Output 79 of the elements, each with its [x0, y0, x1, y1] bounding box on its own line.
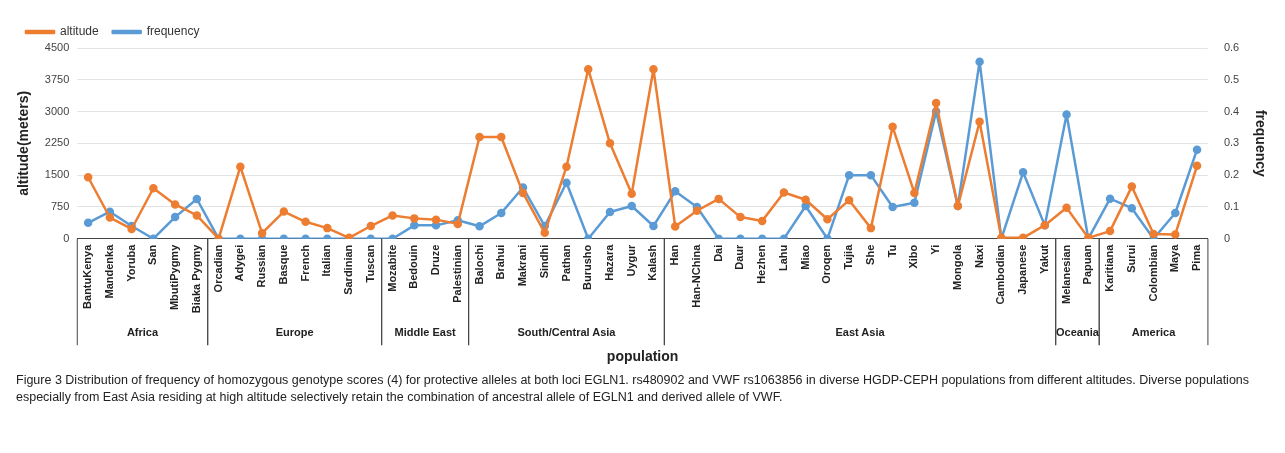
x-tick-label: Melanesian: [1059, 244, 1072, 305]
text: Europe: [275, 326, 314, 339]
text: South/Central Asia: [517, 326, 617, 339]
y-tick-label: 750: [50, 199, 70, 212]
x-tick-label: Miao: [798, 244, 811, 270]
y2-tick-label: 0.1: [1223, 199, 1240, 212]
y2-tick-label: 0.4: [1223, 104, 1240, 117]
x-tick-label: Druze: [429, 244, 442, 276]
x-tick-label: Mongola: [950, 243, 963, 290]
y2-tick-label: 0.3: [1223, 136, 1240, 149]
x-tick-label: Burusho: [581, 244, 594, 290]
x-tick-label: Lahu: [776, 244, 789, 271]
x-tick-label: Oroqen: [820, 244, 833, 284]
x-tick-label: Sindhi: [537, 244, 550, 279]
x-tick-label: Bedouin: [407, 244, 420, 289]
x-tick-label: Yi: [929, 244, 942, 255]
x-tick-label: Italian: [320, 244, 333, 277]
x-tick-label: French: [298, 244, 311, 282]
x-tick-label: Han: [668, 244, 681, 266]
x-tick-label: Yakut: [1037, 244, 1050, 275]
y-tick-label: 2250: [44, 136, 70, 149]
x-tick-label: Balochi: [472, 244, 485, 285]
x-tick-label: Daur: [733, 244, 746, 270]
x-tick-label: Basque: [276, 244, 289, 285]
x-tick-label: Uygur: [624, 244, 637, 277]
x-tick-label: Makrani: [516, 244, 529, 287]
x-tick-label: MbutiPygmy: [168, 243, 181, 311]
text: Middle East: [394, 326, 457, 339]
legend-label: frequency: [146, 24, 200, 39]
y-axis-title: altitude(meters): [15, 90, 32, 196]
x-tick-label: Yoruba: [124, 243, 137, 282]
x-tick-label: Papuan: [1081, 244, 1094, 285]
caption: Figure 3 Distribution of frequency of homozygous genotype scores (4) for protective alleles at both loci EGLN1. rs480902 and VWF rs1063856 in diverse HGDP-CEPH populations from different altitudes. Diverse populations especially from East Asia residing at high altitude selectively retain the combination of ancestral allele of EGLN1 and derived allele of VWF.: [15, 372, 1251, 406]
x-tick-label: Brahui: [494, 244, 507, 280]
y-tick-label: 3000: [44, 104, 70, 117]
x-tick-label: Sardinian: [342, 244, 355, 295]
x-tick-label: Russian: [255, 244, 268, 288]
x-tick-label: She: [863, 244, 876, 265]
x-tick-label: Pima: [1190, 243, 1203, 272]
x-tick-label: Mozabite: [385, 244, 398, 292]
x-tick-label: Adygei: [233, 244, 246, 282]
x-tick-label: San: [146, 244, 159, 265]
x-tick-label: Surui: [1124, 244, 1137, 273]
y-tick-label: 1500: [44, 168, 70, 181]
text: America: [1131, 326, 1177, 339]
y-tick-label: 4500: [44, 41, 70, 54]
text: Africa: [126, 326, 159, 339]
x-tick-label: Palestinian: [450, 244, 463, 303]
x-tick-label: Karitiana: [1103, 243, 1116, 292]
x-tick-label: Japanese: [1016, 244, 1029, 295]
x-tick-label: Cambodian: [994, 244, 1007, 305]
x-tick-label: Maya: [1168, 243, 1181, 273]
legend-label: altitude: [60, 24, 100, 39]
x-tick-label: Xibo: [907, 244, 920, 269]
y2-tick-label: 0.2: [1223, 168, 1240, 181]
x-tick-label: Colombian: [1146, 244, 1159, 302]
y2-tick-label: 0: [1223, 231, 1231, 244]
x-tick-label: BantuKenya: [81, 243, 94, 309]
x-tick-label: Pathan: [559, 244, 572, 282]
y-tick-label: 3750: [44, 72, 70, 85]
x-tick-label: Orcadian: [211, 244, 224, 293]
y2-tick-label: 0.5: [1223, 72, 1240, 85]
text: East Asia: [835, 326, 886, 339]
y2-tick-label: 0.6: [1223, 41, 1240, 54]
x-tick-label: Dai: [711, 244, 724, 262]
x-tick-label: Mandenka: [102, 243, 115, 299]
y-tick-label: 0: [63, 231, 70, 244]
x-tick-label: Kalash: [646, 244, 659, 281]
text: Oceania: [1056, 326, 1100, 339]
y2-axis-title: frequency: [1252, 109, 1269, 178]
x-tick-label: Hezhen: [755, 244, 768, 284]
x-tick-label: Tu: [885, 244, 898, 258]
x-tick-label: Biaka Pygmy: [189, 243, 202, 314]
x-tick-label: Hazara: [603, 243, 616, 281]
x-tick-label: Tuscan: [363, 244, 376, 283]
x-tick-label: Han-NChina: [689, 243, 702, 308]
x-axis-title: population: [606, 348, 679, 365]
x-tick-label: Tujia: [842, 243, 855, 270]
x-tick-label: Naxi: [972, 244, 985, 268]
